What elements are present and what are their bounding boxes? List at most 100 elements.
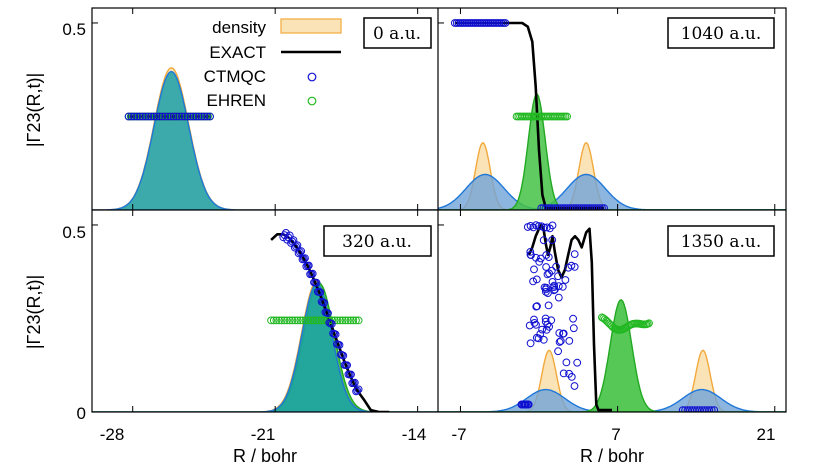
ctmqc-point-br-66 [552,262,560,271]
ctmqc-point-br-101 [695,406,704,412]
blue-fill-tr-0 [438,173,786,210]
ctmqc-point-bl-59 [354,385,363,394]
ctmqc-point-br-94 [678,406,687,412]
ctmqc-point-tl-7 [144,112,153,121]
ehren-point-bl-6 [283,316,291,325]
ehren-point-bl-19 [317,316,326,325]
ctmqc-point-br-89 [562,358,571,367]
ctmqc-point-bl-32 [320,298,329,307]
ctmqc-point-br-39 [559,329,567,338]
green-fill-bl-0 [92,282,438,412]
xtick-label-neg7: -7 [451,425,466,444]
ehren-point-br-33 [645,319,653,328]
green-fill-tr-0 [438,93,786,210]
ctmqc-point-br-27 [542,251,551,259]
ehren-point-bl-20 [320,316,329,325]
ehren-point-bl-18 [314,316,323,325]
ctmqc-point-br-61 [532,275,541,284]
overlay-fill-tl-0 [92,70,438,210]
xtick-label-neg28: -28 [100,425,125,444]
ctmqc-point-br-16 [526,339,535,348]
ctmqc-point-br-15 [554,293,563,302]
ctmqc-point-tl-5 [138,112,147,121]
ctmqc-point-br-33 [542,283,551,292]
ctmqc-point-br-67 [539,236,548,245]
ctmqc-point-br-106 [707,406,716,412]
xtick-label-7: 7 [611,425,620,444]
ctmqc-point-bl-29 [316,288,325,297]
ctmqc-point-br-42 [529,277,537,286]
blue-fill-tr-1 [438,173,786,210]
ctmqc-point-bl-23 [308,269,317,278]
ehren-point-bl-30 [346,316,355,325]
ctmqc-point-tl-3 [133,112,142,121]
ctmqc-point-br-53 [556,337,565,345]
ctmqc-point-br-41 [535,257,544,266]
ehren-point-bl-17 [312,316,321,325]
ctmqc-point-tl-8 [147,112,156,121]
ehren-point-bl-8 [288,316,297,325]
ctmqc-point-br-62 [520,400,529,409]
ctmqc-point-tl-4 [136,112,144,121]
green-fill-br-0 [438,299,786,412]
ctmqc-point-tl-6 [141,112,150,121]
ctmqc-point-bl-50 [343,361,352,370]
ctmqc-point-bl-20 [304,261,313,270]
ylabel-bottom: |Γ23(R,t)| [24,275,44,349]
ehren-point-bl-27 [338,316,347,325]
ctmqc-point-br-9 [548,278,557,286]
ctmqc-point-br-95 [681,406,689,412]
ctmqc-point-br-56 [526,250,535,259]
ctmqc-point-bl-41 [331,330,340,339]
ehren-point-bl-0 [267,316,276,325]
ctmqc-point-br-74 [534,222,543,230]
ylabel-top: |Γ23(R,t)| [24,73,44,147]
ctmqc-point-bl-53 [347,370,355,379]
legend-swatch-ehren [307,96,317,106]
ctmqc-point-bl-10 [292,242,301,251]
ctmqc-point-tr-27 [501,19,510,27]
ehren-point-bl-16 [309,316,318,325]
ctmqc-point-bl-14 [297,247,306,256]
ctmqc-point-tl-26 [197,112,206,121]
time-label-tr: 1040 a.u. [681,24,762,44]
xtick-label-neg21: -21 [251,425,276,444]
legend-swatch-density [280,18,342,34]
ehren-point-bl-13 [301,316,310,325]
ctmqc-point-tl-23 [189,112,198,121]
ctmqc-point-tl-20 [180,112,189,121]
ehren-point-bl-11 [296,316,305,325]
density-fill-bl-0 [92,280,438,412]
ctmqc-point-bl-1 [280,231,289,240]
ctmqc-point-bl-17 [301,254,309,263]
time-label-box-br: 1350 a.u. [667,225,775,257]
ctmqc-point-br-60 [544,253,553,262]
ctmqc-point-br-100 [693,406,702,412]
ctmqc-point-br-40 [548,236,557,244]
ctmqc-point-bl-26 [312,278,321,287]
ehren-point-bl-1 [269,316,278,325]
ctmqc-point-br-79 [548,221,557,230]
ctmqc-point-bl-38 [327,320,336,328]
ctmqc-point-br-65 [526,248,535,256]
ctmqc-point-br-38 [569,314,577,323]
ctmqc-point-br-76 [540,223,549,232]
ctmqc-point-br-84 [539,335,548,344]
ctmqc-point-br-72 [529,223,538,232]
ctmqc-point-br-55 [530,315,538,324]
ctmqc-point-br-29 [555,329,564,337]
ctmqc-point-br-82 [536,330,545,338]
time-label-box-tr: 1040 a.u. [667,17,775,49]
legend-label-ctmqc: CTMQC [204,67,266,86]
ctmqc-point-bl-16 [299,254,308,263]
ctmqc-point-br-11 [569,324,578,333]
ctmqc-point-tl-13 [161,112,170,121]
ctmqc-point-br-54 [554,347,562,356]
ctmqc-point-br-93 [573,358,582,367]
time-label-box-tl: 0 a.u. [363,17,432,49]
ehren-point-bl-4 [277,316,286,325]
ehren-point-bl-9 [291,316,299,325]
overlay-fill-bl-0 [92,282,438,412]
ctmqc-point-tl-11 [155,112,164,121]
ctmqc-point-br-83 [538,325,546,334]
